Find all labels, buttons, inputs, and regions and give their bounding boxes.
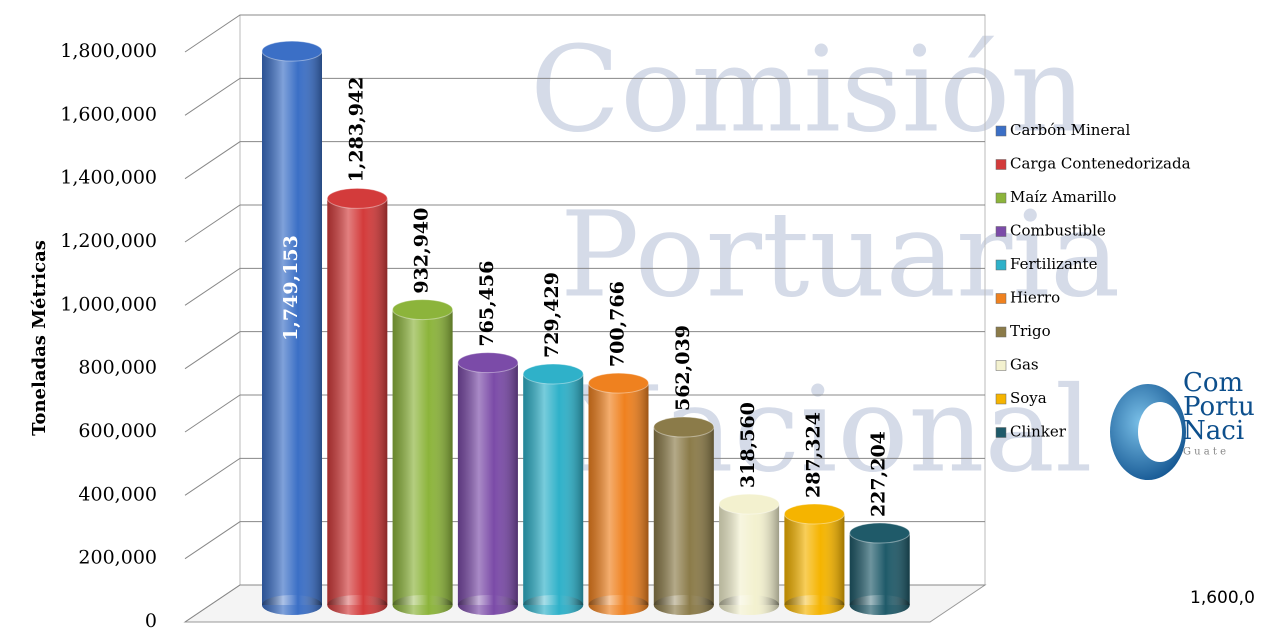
bar-cap (261, 40, 323, 62)
bar-base-shade (719, 595, 780, 615)
value-label: 729,429 (541, 272, 563, 358)
legend-label: Fertilizante (1010, 255, 1098, 273)
bar-cap (653, 416, 715, 438)
bar-base-shade (653, 595, 714, 615)
legend-label: Carbón Mineral (1010, 121, 1130, 139)
y-tick-label: 200,000 (78, 547, 157, 569)
bar-cap (457, 352, 519, 374)
bar-cap (392, 299, 454, 321)
y-tick-label: 0 (145, 610, 157, 632)
grid-line (184, 141, 985, 180)
value-label: 1,749,153 (280, 235, 302, 341)
legend-label: Carga Contenedorizada (1010, 155, 1191, 173)
bar-cap (849, 522, 911, 544)
y-tick-label: 600,000 (78, 420, 157, 442)
legend-label: Gas (1010, 356, 1039, 374)
bar-cap (718, 493, 780, 515)
y-tick-label: 1,800,000 (60, 40, 157, 62)
y-axis-title: Toneladas Métricas (29, 240, 50, 436)
bar-base-shade (392, 595, 453, 615)
bar-cap (522, 363, 584, 385)
legend-swatch (995, 293, 1007, 304)
value-label: 932,940 (411, 208, 433, 294)
bar-shade (327, 198, 388, 605)
value-label: 227,204 (868, 431, 890, 517)
legend-label: Maíz Amarillo (1010, 188, 1116, 206)
legend-swatch (995, 226, 1007, 237)
legend-label: Combustible (1010, 222, 1106, 240)
bar-cap (783, 503, 845, 525)
stray-text: 1,600,0 (1190, 588, 1255, 608)
logo-text: Naci (1183, 416, 1244, 446)
grid-line (184, 457, 985, 496)
bar-base-shade (588, 595, 649, 615)
bar-base-shade (262, 595, 322, 615)
bar-shade (262, 51, 322, 605)
grid-line (184, 77, 985, 116)
bar-base-shade (849, 595, 910, 615)
legend-swatch (995, 125, 1007, 137)
logo-text: Portu (1183, 392, 1255, 422)
y-tick-label: 1,600,000 (60, 103, 157, 125)
value-label: 700,766 (607, 281, 629, 367)
grid-line (184, 14, 985, 53)
legend-label: Trigo (1010, 322, 1051, 340)
legend-label: Soya (1010, 389, 1047, 407)
legend-swatch (995, 427, 1007, 438)
bar-shade (588, 383, 649, 605)
bar-shade (653, 427, 714, 605)
bar-shade (849, 533, 910, 605)
value-label: 318,560 (737, 402, 759, 488)
bar-shade (719, 504, 780, 605)
watermark-text: Portuaria (560, 186, 1120, 324)
logo-text: G u a t e (1183, 447, 1226, 458)
grid-line (184, 204, 985, 243)
y-tick-label: 1,200,000 (60, 230, 157, 252)
legend-swatch (995, 259, 1007, 271)
watermark-text: Comisión (530, 21, 1086, 159)
legend-label: Hierro (1010, 289, 1060, 307)
grid-line (184, 394, 985, 433)
bar-shade (392, 309, 453, 605)
grid-line (184, 331, 985, 370)
bar-base-shade (784, 595, 845, 615)
bar-base-shade (327, 595, 388, 615)
bar-shade (457, 362, 518, 605)
logo-text: Com (1183, 368, 1243, 398)
bar-shade (523, 374, 584, 605)
bar-base-shade (523, 595, 584, 615)
value-label: 287,324 (802, 412, 824, 498)
bar-shade (784, 514, 845, 605)
y-tick-label: 1,000,000 (60, 293, 157, 315)
value-label: 765,456 (476, 261, 498, 347)
y-tick-label: 400,000 (78, 483, 157, 505)
legend-swatch (995, 192, 1007, 204)
bar-base-shade (457, 595, 518, 615)
legend-swatch (995, 159, 1007, 170)
y-tick-label: 1,400,000 (60, 167, 157, 189)
grid-line (184, 267, 985, 306)
legend-label: Clinker (1010, 423, 1067, 441)
bar-cap (588, 372, 649, 394)
value-label: 1,283,942 (345, 77, 367, 183)
bar-cap (326, 187, 388, 209)
logo-emblem-inner (1138, 402, 1182, 462)
legend-swatch (995, 360, 1007, 371)
value-label: 562,039 (672, 325, 694, 411)
legend-swatch (995, 326, 1007, 338)
legend-swatch (995, 393, 1007, 405)
y-tick-label: 800,000 (78, 357, 157, 379)
